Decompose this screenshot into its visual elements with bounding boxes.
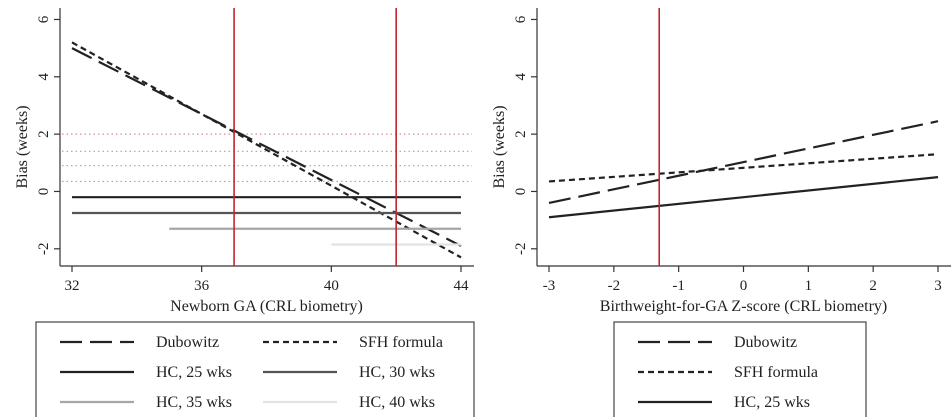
x-tick-label: 1 [805,278,813,294]
legend-label-hc-35-wks: HC, 35 wks [156,394,232,411]
right-chart-panel: -2 0 2 4 6 -3 -2 -1 0 1 2 3 Birthweight-for-GA Z-sco… [491,8,951,315]
y-tick-label: 6 [513,15,529,23]
y-tick-label: 2 [36,130,52,138]
legend-label-dubowitz: Dubowitz [734,334,797,351]
y-tick-label: 6 [36,15,52,23]
x-tick-label: 36 [194,278,210,294]
x-tick-label: -2 [608,278,621,294]
x-tick-label: 0 [740,278,748,294]
y-tick-label: -2 [36,243,52,256]
y-tick-label: 2 [513,130,529,138]
legend-box [613,321,867,417]
x-tick-label: -3 [543,278,556,294]
x-tick-label: -1 [672,278,685,294]
x-tick-label: 40 [324,278,339,294]
x-axis-title: Newborn GA (CRL biometry) [170,298,363,315]
y-axis-title: Bias (weeks) [491,105,508,188]
x-axis-title: Birthweight-for-GA Z-score (CRL biometry… [600,298,887,315]
x-tick-label: 44 [454,278,470,294]
series-line-hc-25-wks [548,176,939,219]
legend-label-hc-25-wks: HC, 25 wks [734,394,810,411]
right-legend: Dubowitz SFH formula HC, 25 wks [613,321,867,417]
y-axis-title: Bias (weeks) [14,105,31,188]
y-tick-label: 0 [513,188,529,196]
series-line-sfh-formula [71,41,462,259]
legend-label-hc-25-wks: HC, 25 wks [156,364,232,381]
y-tick-label: -2 [513,243,529,256]
series-line-dubowitz [548,120,939,205]
x-tick-label: 32 [65,278,80,294]
series-line-dubowitz [71,47,462,247]
series-line-sfh-formula [548,153,939,183]
left-legend: Dubowitz SFH formula HC, 25 wks HC, 30 wks H… [35,321,475,417]
legend-box [35,321,475,417]
y-tick-label: 4 [36,73,52,81]
legend-label-hc-30-wks: HC, 30 wks [359,364,435,381]
left-chart-panel: -2 0 2 4 6 32 36 40 44 Newborn GA (CRL biometry) B… [14,8,474,315]
y-tick-label: 0 [36,188,52,196]
legend-label-hc-40-wks: HC, 40 wks [359,394,435,411]
legend-label-sfh-formula: SFH formula [734,364,818,381]
x-tick-label: 3 [934,278,942,294]
x-tick-label: 2 [869,278,877,294]
y-tick-label: 4 [513,73,529,81]
legend-label-sfh-formula: SFH formula [359,334,443,351]
legend-label-dubowitz: Dubowitz [156,334,219,351]
